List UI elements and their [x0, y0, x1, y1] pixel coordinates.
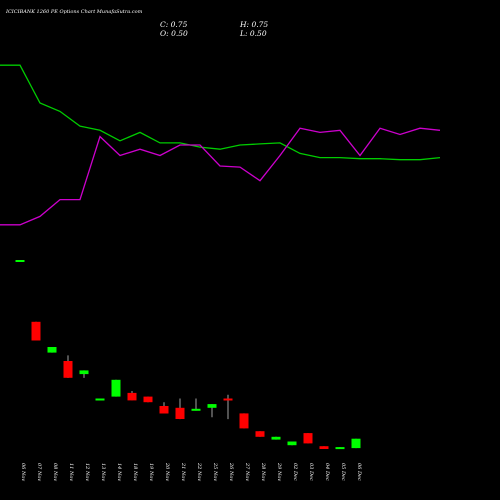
- x-tick-label: 22 Nov: [196, 462, 202, 481]
- candle-body: [127, 392, 137, 401]
- candle-body: [303, 433, 313, 444]
- candle: [223, 394, 233, 420]
- candle-body: [47, 347, 57, 353]
- candle: [47, 347, 57, 353]
- candle-body: [207, 404, 217, 408]
- ohlc-high: H: 0.75: [240, 20, 268, 29]
- candle: [255, 431, 265, 437]
- candle-body: [223, 398, 233, 401]
- candle-body: [79, 370, 89, 375]
- candle: [111, 379, 121, 397]
- x-tick-label: 27 Nov: [244, 462, 250, 481]
- x-tick-label: 18 Nov: [132, 463, 138, 481]
- candle: [175, 398, 185, 420]
- indicator-lines: [0, 64, 441, 226]
- candle: [335, 447, 345, 450]
- x-tick-label: 21 Nov: [180, 462, 186, 481]
- line-series-0: [0, 64, 441, 161]
- close-label: C:: [160, 20, 169, 29]
- line-series-1: [0, 127, 441, 226]
- x-tick-label: 13 Nov: [100, 463, 106, 481]
- candle: [95, 398, 105, 401]
- ohlc-open: O: 0.50: [160, 29, 188, 38]
- candle: [191, 398, 201, 411]
- candle-body: [95, 398, 105, 401]
- open-value: 0.50: [171, 29, 188, 38]
- x-tick-label: 19 Nov: [148, 463, 154, 481]
- x-tick-label: 11 Nov: [68, 463, 74, 481]
- candle: [303, 433, 313, 444]
- candle: [143, 396, 153, 403]
- candle: [207, 404, 217, 418]
- candle: [31, 321, 41, 341]
- x-tick-label: 29 Nov: [276, 462, 282, 481]
- candle-body: [63, 361, 73, 378]
- candle: [239, 413, 249, 429]
- low-value: 0.50: [249, 29, 267, 38]
- candle: [271, 436, 281, 440]
- x-tick-label: 26 Nov: [228, 462, 234, 481]
- candle-body: [159, 406, 169, 414]
- x-axis-labels: 06 Nov 07 Nov 08 Nov 11 Nov 12 Nov 13 Nov 14 N…: [20, 462, 362, 481]
- chart-title: ICICIBANK 1260 PE Options Chart MunafaSu…: [6, 9, 143, 15]
- candle-body: [15, 260, 25, 262]
- x-tick-label: 12 Nov: [84, 463, 90, 481]
- x-tick-label: 04 Dec: [324, 463, 330, 481]
- candle-body: [351, 438, 361, 449]
- candle: [63, 355, 73, 378]
- candle-body: [271, 436, 281, 440]
- x-tick-label: 28 Nov: [260, 462, 266, 481]
- high-label: H:: [240, 20, 250, 29]
- open-label: O:: [160, 29, 169, 38]
- candle: [127, 391, 137, 401]
- x-tick-label: 02 Dec: [292, 463, 298, 481]
- candle: [15, 260, 25, 262]
- candle-body: [111, 379, 121, 397]
- ohlc-close: C: 0.75: [160, 20, 187, 29]
- candles: [15, 260, 361, 450]
- candle: [159, 402, 169, 414]
- x-tick-label: 06 Nov: [20, 463, 26, 481]
- candle-body: [175, 407, 185, 419]
- x-tick-label: 08 Nov: [52, 463, 58, 481]
- x-tick-label: 05 Dec: [340, 463, 346, 481]
- high-value: 0.75: [251, 20, 269, 29]
- x-tick-label: 20 Nov: [164, 462, 170, 481]
- candle-body: [239, 413, 249, 429]
- candle-body: [31, 321, 41, 341]
- candle-body: [335, 447, 345, 450]
- x-tick-label: 06 Dec: [356, 463, 362, 481]
- candle-body: [191, 408, 201, 411]
- x-tick-label: 07 Nov: [36, 463, 42, 481]
- x-tick-label: 14 Nov: [116, 463, 122, 481]
- candle: [287, 441, 297, 446]
- candle-body: [255, 431, 265, 437]
- candle: [319, 446, 329, 449]
- candle-body: [143, 396, 153, 403]
- candle-body: [319, 446, 329, 449]
- candle: [351, 438, 361, 449]
- x-tick-label: 03 Dec: [308, 463, 314, 481]
- close-value: 0.75: [170, 20, 188, 29]
- ohlc-low: L: 0.50: [240, 29, 267, 38]
- low-label: L:: [240, 29, 248, 38]
- x-tick-label: 25 Nov: [212, 462, 218, 481]
- candle-body: [287, 441, 297, 446]
- candle: [79, 370, 89, 378]
